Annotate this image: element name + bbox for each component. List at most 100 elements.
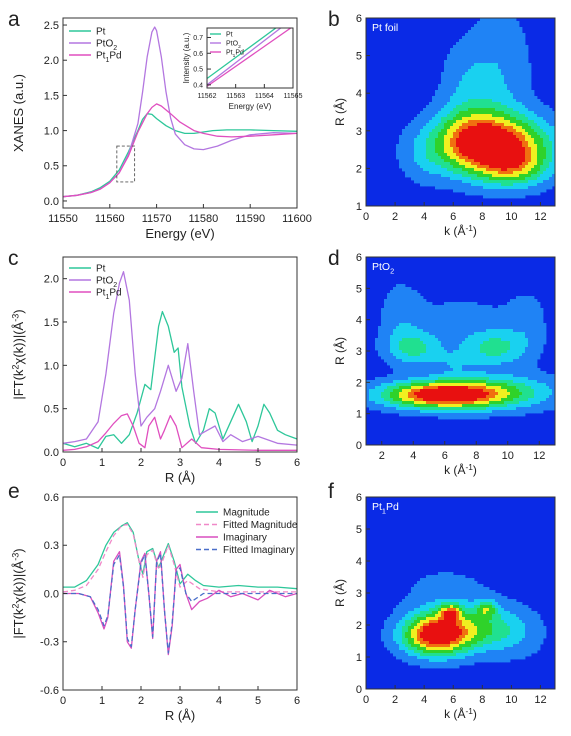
heatmap-cell — [522, 371, 526, 375]
heatmap-cell — [486, 359, 490, 363]
heatmap-cell — [414, 171, 418, 175]
heatmap-cell — [480, 186, 484, 190]
x-tick-label: 6 — [450, 211, 456, 223]
heatmap-cell — [399, 162, 403, 166]
heatmap-cell — [534, 156, 538, 160]
heatmap-cell — [387, 626, 391, 630]
heatmap-cell — [525, 350, 529, 354]
heatmap-cell — [513, 84, 517, 88]
heatmap-cell — [510, 398, 514, 402]
heatmap-cell — [438, 84, 442, 88]
heatmap-cell — [399, 620, 403, 624]
heatmap-cell — [549, 377, 553, 381]
heatmap-cell — [510, 350, 514, 354]
plot-frame — [62, 17, 298, 209]
heatmap-cell — [474, 156, 478, 160]
heatmap-cell — [549, 395, 553, 399]
heatmap-cell — [411, 144, 415, 148]
heatmap-cell — [378, 404, 382, 408]
heatmap-cell — [414, 332, 418, 336]
heatmap-cell — [399, 299, 403, 303]
heatmap-cell — [549, 150, 553, 154]
heatmap-cell — [438, 114, 442, 118]
heatmap-cell — [438, 338, 442, 342]
heatmap-cell — [507, 374, 511, 378]
heatmap-cell — [522, 186, 526, 190]
heatmap-cell — [519, 90, 523, 94]
heatmap-cell — [504, 383, 508, 387]
heatmap-cell — [501, 21, 505, 25]
heatmap-cell — [498, 386, 502, 390]
heatmap-cell — [420, 159, 424, 163]
heatmap-cell — [441, 96, 445, 100]
heatmap-cell — [507, 314, 511, 318]
heatmap-cell — [453, 147, 457, 151]
heatmap-cell — [477, 413, 481, 417]
heatmap-cell — [447, 99, 451, 103]
heatmap-cell — [525, 368, 529, 372]
heatmap-cell — [384, 383, 388, 387]
heatmap-cell — [507, 177, 511, 181]
heatmap-cell — [435, 350, 439, 354]
heatmap-cell — [498, 320, 502, 324]
heatmap-cell — [501, 102, 505, 106]
heatmap-cell — [522, 156, 526, 160]
heatmap-cell — [465, 39, 469, 43]
heatmap-cell — [468, 311, 472, 315]
heatmap-cell — [498, 162, 502, 166]
heatmap-cell — [540, 123, 544, 127]
heatmap-cell — [498, 389, 502, 393]
heatmap-cell — [495, 183, 499, 187]
heatmap-cell — [408, 380, 412, 384]
heatmap-cell — [426, 126, 430, 130]
heatmap-cell — [408, 171, 412, 175]
heatmap-cell — [525, 302, 529, 306]
heatmap-cell — [504, 105, 508, 109]
heatmap-cell — [468, 347, 472, 351]
heatmap-cell — [504, 117, 508, 121]
heatmap-cell — [480, 407, 484, 411]
heatmap-cell — [543, 159, 547, 163]
heatmap-cell — [540, 168, 544, 172]
heatmap-cell — [444, 165, 448, 169]
heatmap-cell — [531, 335, 535, 339]
heatmap-cell — [426, 380, 430, 384]
heatmap-cell — [516, 186, 520, 190]
heatmap-cell — [468, 335, 472, 339]
heatmap-cell — [369, 389, 373, 393]
heatmap-cell — [465, 320, 469, 324]
heatmap-cell — [462, 416, 466, 420]
heatmap-cell — [513, 48, 517, 52]
heatmap-cell — [450, 347, 454, 351]
heatmap-cell — [447, 60, 451, 64]
heatmap-cell — [420, 317, 424, 321]
y-tick-label: 0.7 — [193, 35, 203, 42]
heatmap-cell — [426, 156, 430, 160]
heatmap-cell — [510, 302, 514, 306]
heatmap-cell — [516, 368, 520, 372]
heatmap-cell — [522, 39, 526, 43]
heatmap-cell — [504, 338, 508, 342]
heatmap-cell — [501, 177, 505, 181]
heatmap-cell — [444, 135, 448, 139]
heatmap-cell — [477, 72, 481, 76]
heatmap-cell — [471, 383, 475, 387]
heatmap-cell — [501, 401, 505, 405]
heatmap-cell — [483, 168, 487, 172]
heatmap-cell — [417, 614, 421, 618]
heatmap-cell — [411, 632, 415, 636]
heatmap-cell — [519, 317, 523, 321]
heatmap-cell — [456, 60, 460, 64]
heatmap-cell — [465, 93, 469, 97]
heatmap-cell — [420, 584, 424, 588]
heatmap-cell — [516, 120, 520, 124]
heatmap-cell — [513, 338, 517, 342]
heatmap-cell — [534, 359, 538, 363]
heatmap-cell — [498, 377, 502, 381]
heatmap-cell — [471, 368, 475, 372]
heatmap-cell — [540, 341, 544, 345]
heatmap-cell — [426, 347, 430, 351]
heatmap-cell — [399, 156, 403, 160]
